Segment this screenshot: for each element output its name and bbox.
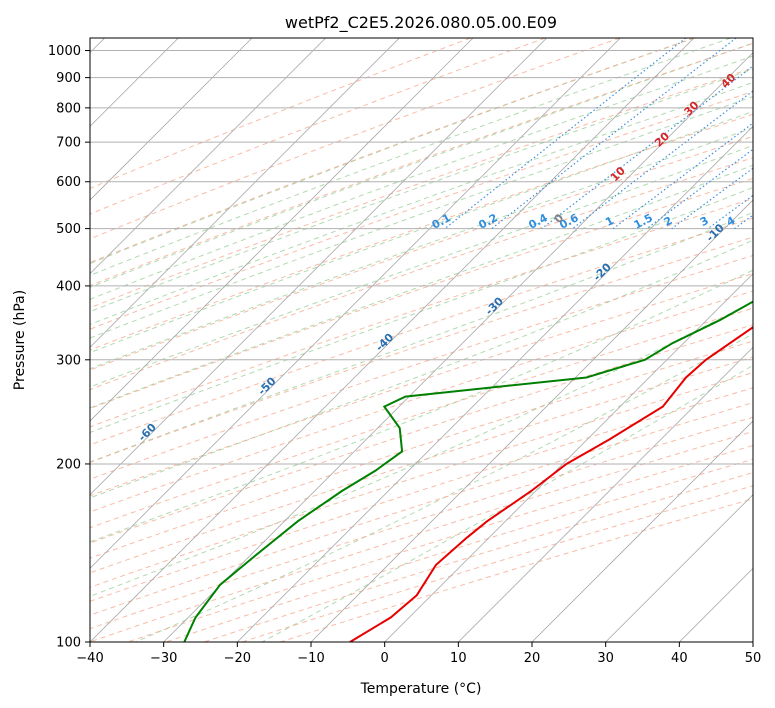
x-tick-label: −10 (297, 651, 324, 666)
x-tick-label: 40 (671, 651, 688, 666)
x-tick-label: 10 (450, 651, 467, 666)
y-tick-label: 700 (56, 136, 81, 151)
y-tick-label: 1000 (48, 44, 81, 59)
skewt-chart: wetPf2_C2E5.2026.080.05.00.E09 0.1 0.2 0.4… (0, 0, 775, 708)
x-tick-label: −30 (150, 651, 177, 666)
x-axis-label: Temperature (°C) (360, 681, 482, 697)
y-tick-label: 900 (56, 71, 81, 86)
y-tick-label: 300 (56, 353, 81, 368)
y-tick-label: 200 (56, 457, 81, 472)
x-tick-label: 0 (381, 651, 389, 666)
y-tick-label: 400 (56, 279, 81, 294)
y-tick-label: 800 (56, 101, 81, 116)
x-tick-label: −20 (224, 651, 251, 666)
x-tick-label: 30 (597, 651, 614, 666)
x-tick-label: 20 (524, 651, 541, 666)
y-tick-label: 100 (56, 636, 81, 651)
x-tick-label: 50 (745, 651, 762, 666)
y-tick-label: 600 (56, 175, 81, 190)
x-tick-label: −40 (76, 651, 103, 666)
chart-title: wetPf2_C2E5.2026.080.05.00.E09 (285, 13, 557, 33)
y-axis-label: Pressure (hPa) (12, 290, 28, 390)
y-tick-label: 500 (56, 222, 81, 237)
